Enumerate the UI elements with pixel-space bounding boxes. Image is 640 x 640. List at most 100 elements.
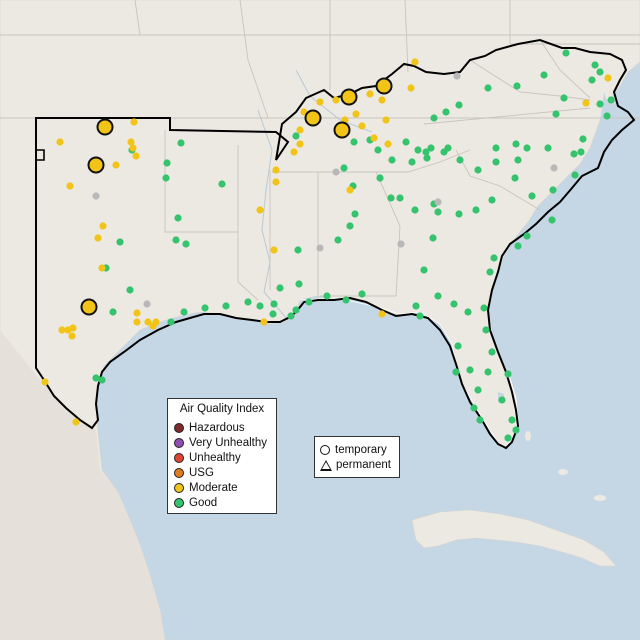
monitor-site[interactable] — [470, 404, 478, 412]
monitor-site[interactable] — [92, 192, 100, 200]
monitor-site[interactable] — [260, 318, 268, 326]
monitor-site[interactable] — [218, 180, 226, 188]
monitor-site[interactable] — [488, 196, 496, 204]
monitor-site[interactable] — [511, 174, 519, 182]
monitor-site[interactable] — [456, 156, 464, 164]
monitor-site[interactable] — [292, 306, 300, 314]
monitor-site[interactable] — [484, 84, 492, 92]
monitor-site[interactable] — [99, 222, 107, 230]
monitor-site[interactable] — [570, 150, 578, 158]
monitor-site[interactable] — [244, 298, 252, 306]
monitor-site[interactable] — [411, 58, 419, 66]
monitor-site[interactable] — [408, 158, 416, 166]
monitor-site[interactable] — [294, 246, 302, 254]
monitor-site[interactable] — [272, 178, 280, 186]
monitor-site[interactable] — [270, 246, 278, 254]
monitor-site[interactable] — [396, 194, 404, 202]
temporary-monitor[interactable] — [304, 109, 322, 127]
monitor-site[interactable] — [464, 308, 472, 316]
monitor-site[interactable] — [323, 292, 331, 300]
monitor-site[interactable] — [222, 302, 230, 310]
monitor-site[interactable] — [68, 332, 76, 340]
monitor-site[interactable] — [552, 110, 560, 118]
monitor-site[interactable] — [504, 434, 512, 442]
monitor-site[interactable] — [550, 164, 558, 172]
monitor-site[interactable] — [352, 110, 360, 118]
monitor-site[interactable] — [94, 234, 102, 242]
monitor-site[interactable] — [484, 368, 492, 376]
monitor-site[interactable] — [256, 206, 264, 214]
monitor-site[interactable] — [512, 140, 520, 148]
monitor-site[interactable] — [316, 244, 324, 252]
monitor-site[interactable] — [376, 174, 384, 182]
monitor-site[interactable] — [144, 318, 152, 326]
monitor-site[interactable] — [427, 144, 435, 152]
monitor-site[interactable] — [56, 138, 64, 146]
monitor-site[interactable] — [414, 146, 422, 154]
monitor-site[interactable] — [276, 284, 284, 292]
monitor-site[interactable] — [476, 416, 484, 424]
monitor-site[interactable] — [562, 49, 570, 57]
temporary-monitor[interactable] — [333, 121, 351, 139]
monitor-site[interactable] — [382, 116, 390, 124]
monitor-site[interactable] — [133, 318, 141, 326]
monitor-site[interactable] — [370, 134, 378, 142]
monitor-site[interactable] — [334, 236, 342, 244]
monitor-site[interactable] — [480, 304, 488, 312]
monitor-site[interactable] — [332, 96, 340, 104]
monitor-site[interactable] — [378, 96, 386, 104]
monitor-site[interactable] — [98, 264, 106, 272]
monitor-site[interactable] — [130, 118, 138, 126]
monitor-site[interactable] — [474, 166, 482, 174]
monitor-site[interactable] — [358, 290, 366, 298]
monitor-site[interactable] — [346, 186, 354, 194]
monitor-site[interactable] — [340, 164, 348, 172]
monitor-site[interactable] — [548, 216, 556, 224]
monitor-site[interactable] — [388, 156, 396, 164]
monitor-site[interactable] — [588, 76, 596, 84]
monitor-site[interactable] — [92, 374, 100, 382]
monitor-site[interactable] — [295, 280, 303, 288]
monitor-site[interactable] — [350, 138, 358, 146]
temporary-monitor[interactable] — [87, 156, 105, 174]
monitor-site[interactable] — [358, 122, 366, 130]
monitor-site[interactable] — [72, 418, 80, 426]
monitor-site[interactable] — [287, 312, 295, 320]
monitor-site[interactable] — [450, 300, 458, 308]
monitor-site[interactable] — [422, 148, 430, 156]
monitor-site[interactable] — [452, 368, 460, 376]
monitor-site[interactable] — [41, 378, 49, 386]
monitor-site[interactable] — [492, 144, 500, 152]
monitor-site[interactable] — [492, 158, 500, 166]
temporary-monitor[interactable] — [96, 118, 114, 136]
monitor-site[interactable] — [201, 304, 209, 312]
monitor-site[interactable] — [127, 138, 135, 146]
monitor-site[interactable] — [351, 210, 359, 218]
monitor-site[interactable] — [453, 72, 461, 80]
monitor-site[interactable] — [411, 206, 419, 214]
monitor-site[interactable] — [387, 194, 395, 202]
monitor-site[interactable] — [504, 370, 512, 378]
monitor-site[interactable] — [498, 396, 506, 404]
monitor-sites[interactable] — [41, 49, 615, 442]
monitor-site[interactable] — [514, 242, 522, 250]
monitor-site[interactable] — [182, 240, 190, 248]
monitor-site[interactable] — [129, 144, 137, 152]
monitor-site[interactable] — [133, 309, 141, 317]
monitor-site[interactable] — [512, 426, 520, 434]
monitor-site[interactable] — [560, 94, 568, 102]
monitor-site[interactable] — [346, 222, 354, 230]
monitor-site[interactable] — [455, 101, 463, 109]
monitor-site[interactable] — [167, 318, 175, 326]
monitor-site[interactable] — [444, 144, 452, 152]
monitor-site[interactable] — [174, 214, 182, 222]
monitor-site[interactable] — [596, 100, 604, 108]
monitor-site[interactable] — [513, 82, 521, 90]
monitor-site[interactable] — [596, 68, 604, 76]
monitor-site[interactable] — [374, 146, 382, 154]
monitor-site[interactable] — [434, 198, 442, 206]
monitor-site[interactable] — [407, 84, 415, 92]
monitor-site[interactable] — [177, 139, 185, 147]
monitor-site[interactable] — [342, 296, 350, 304]
